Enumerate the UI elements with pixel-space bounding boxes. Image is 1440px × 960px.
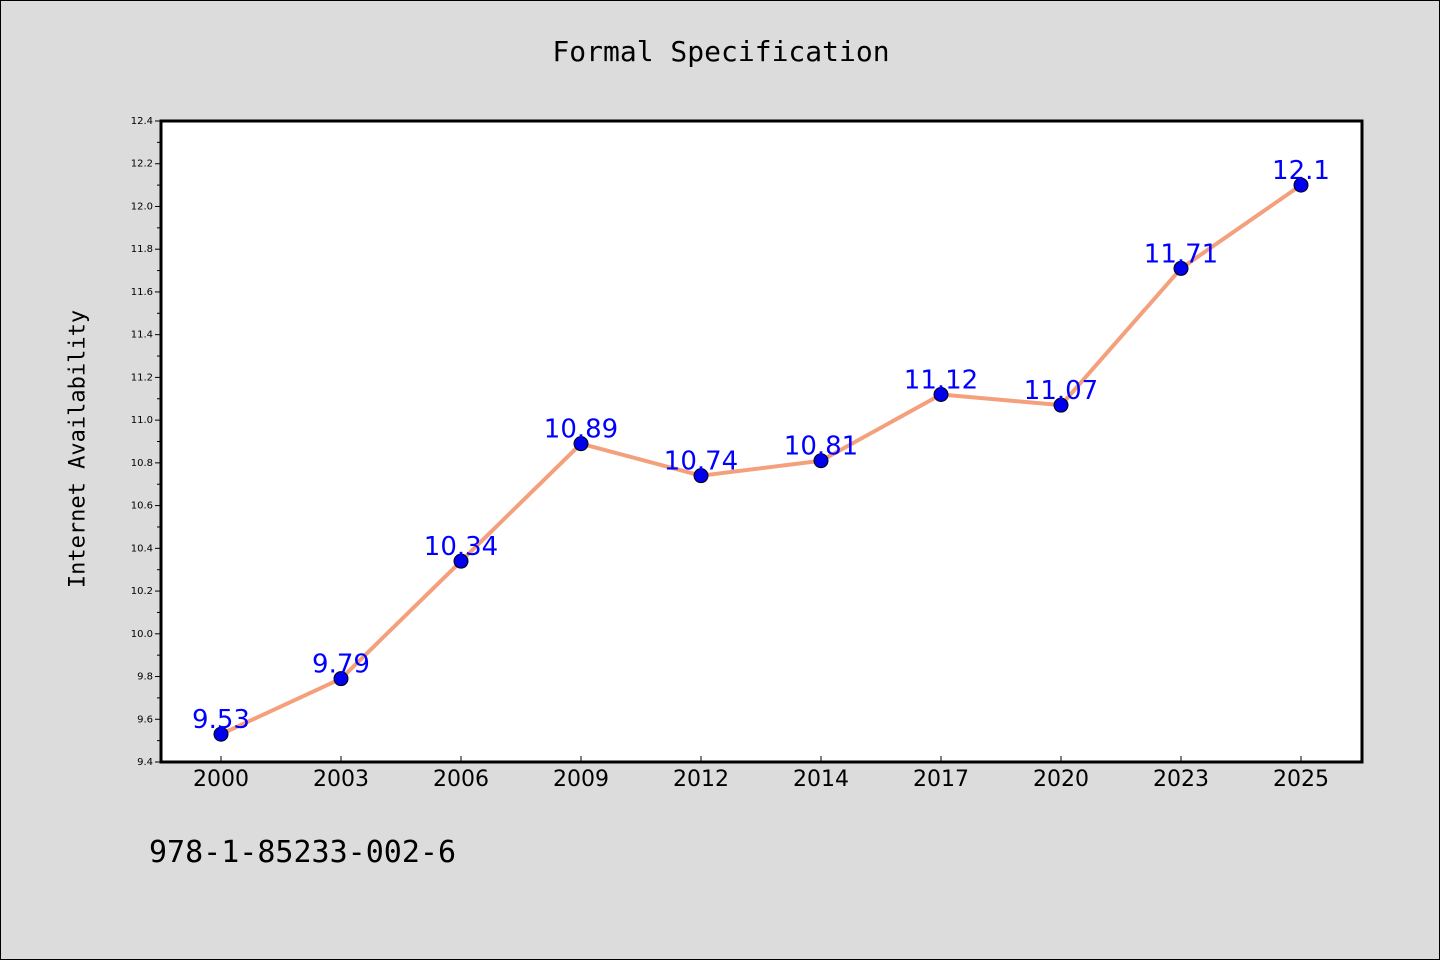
y-tick-label: 11.6 [131,287,153,298]
x-tick-label: 2003 [313,767,369,792]
x-tick-label: 2012 [673,767,729,792]
data-point [453,553,469,569]
data-point [813,453,829,469]
data-point [573,436,589,452]
x-tick-label: 2006 [433,767,489,792]
data-point [333,671,349,687]
data-label: 10.34 [424,532,498,562]
data-label: 9.79 [312,650,370,680]
x-tick-label: 2023 [1153,767,1209,792]
y-tick-label: 10.8 [131,458,153,469]
data-label: 11.71 [1144,239,1218,269]
x-tick-label: 2000 [193,767,249,792]
data-label: 11.07 [1024,376,1098,406]
y-tick-label: 10.2 [131,586,153,597]
data-point [1293,177,1309,193]
data-point [933,386,949,402]
y-tick-label: 9.8 [137,672,153,683]
x-tick-label: 2014 [793,767,849,792]
chart-title: Formal Specification [552,35,890,68]
data-point [693,468,709,484]
y-tick-label: 11.8 [131,244,153,255]
y-tick-label: 9.6 [137,714,153,725]
x-tick-label: 2025 [1273,767,1329,792]
y-tick-label: 10.4 [131,543,153,554]
y-tick-label: 10.0 [131,629,153,640]
series-line [219,183,1303,737]
data-label: 9.53 [192,705,250,735]
x-tick-label: 2009 [553,767,609,792]
data-label: 12.1 [1272,156,1330,186]
data-label: 11.12 [904,365,978,395]
x-tick-label: 2020 [1033,767,1089,792]
y-tick-label: 12.0 [131,201,153,212]
data-label: 10.89 [544,415,618,445]
y-tick-label: 12.4 [131,116,153,127]
data-point [1053,397,1069,413]
data-point [1173,260,1189,276]
y-tick-label: 11.4 [131,330,153,341]
data-point [213,726,229,742]
data-label: 10.81 [784,432,858,462]
y-tick-label: 9.4 [137,757,153,768]
y-tick-label: 10.6 [131,501,153,512]
plot-area [159,119,1364,764]
y-tick-label: 12.2 [131,159,153,170]
data-label: 10.74 [664,447,738,477]
isbn-text: 978-1-85233-002-6 [149,835,457,870]
x-tick-label: 2017 [913,767,969,792]
y-tick-label: 11.0 [131,415,153,426]
y-tick-label: 11.2 [131,372,153,383]
